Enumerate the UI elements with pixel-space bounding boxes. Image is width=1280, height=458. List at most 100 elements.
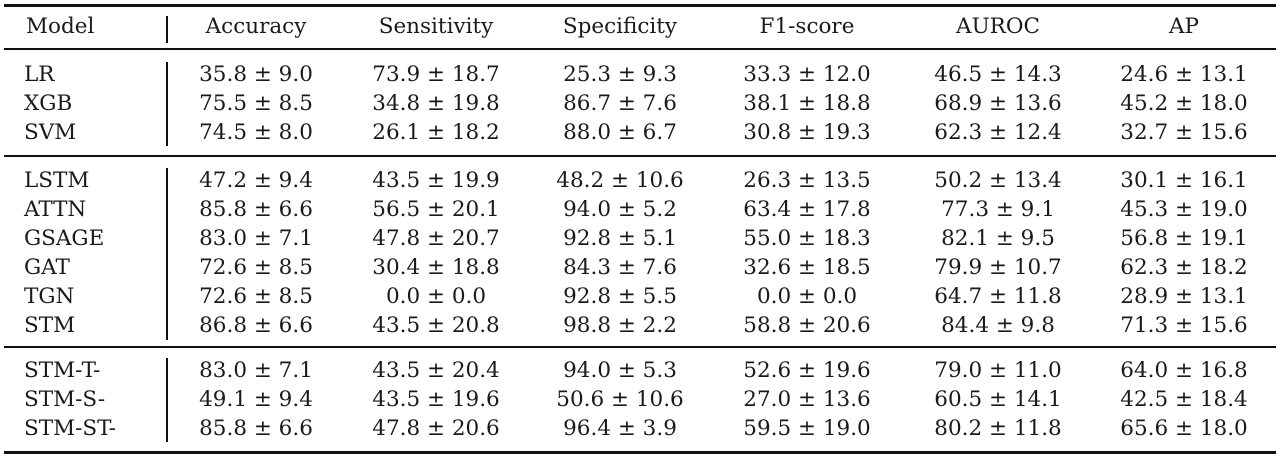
- metric-cell: 84.4 ± 9.8: [941, 313, 1055, 338]
- metric-cell: 56.8 ± 19.1: [1120, 226, 1248, 251]
- metric-cell: 45.2 ± 18.0: [1120, 91, 1248, 116]
- metric-cell: 55.0 ± 18.3: [743, 226, 871, 251]
- model-name-cell: ATTN: [24, 197, 87, 222]
- header-auroc: AUROC: [956, 14, 1040, 39]
- metric-cell: 62.3 ± 12.4: [934, 120, 1062, 145]
- metric-cell: 34.8 ± 19.8: [372, 91, 500, 116]
- metric-cell: 48.2 ± 10.6: [556, 168, 684, 193]
- metric-cell: 25.3 ± 9.3: [563, 62, 677, 87]
- metric-cell: 64.0 ± 16.8: [1120, 358, 1248, 383]
- model-name-cell: STM-T-: [24, 358, 101, 383]
- metric-cell: 64.7 ± 11.8: [934, 284, 1062, 309]
- metric-cell: 46.5 ± 14.3: [934, 62, 1062, 87]
- metric-cell: 71.3 ± 15.6: [1120, 313, 1248, 338]
- model-name-cell: STM: [24, 313, 76, 338]
- metric-cell: 65.6 ± 18.0: [1120, 416, 1248, 441]
- model-name-cell: SVM: [24, 120, 77, 145]
- metric-cell: 74.5 ± 8.0: [199, 120, 313, 145]
- metric-cell: 43.5 ± 19.6: [372, 387, 500, 412]
- metric-cell: 96.4 ± 3.9: [563, 416, 677, 441]
- metric-cell: 82.1 ± 9.5: [941, 226, 1055, 251]
- metric-cell: 73.9 ± 18.7: [372, 62, 500, 87]
- metric-cell: 63.4 ± 17.8: [743, 197, 871, 222]
- metric-cell: 72.6 ± 8.5: [199, 255, 313, 280]
- column-divider: [166, 16, 168, 43]
- metric-cell: 24.6 ± 13.1: [1120, 62, 1248, 87]
- metric-cell: 88.0 ± 6.7: [563, 120, 677, 145]
- metric-cell: 52.6 ± 19.6: [743, 358, 871, 383]
- metric-cell: 77.3 ± 9.1: [941, 197, 1055, 222]
- metric-cell: 72.6 ± 8.5: [199, 284, 313, 309]
- metric-cell: 43.5 ± 20.8: [372, 313, 500, 338]
- metric-cell: 94.0 ± 5.3: [563, 358, 677, 383]
- results-table: Model Accuracy Sensitivity Specificity F1-sc…: [4, 0, 1276, 458]
- metric-cell: 0.0 ± 0.0: [756, 284, 858, 309]
- metric-cell: 56.5 ± 20.1: [372, 197, 500, 222]
- bottom-rule: [4, 451, 1276, 454]
- header-sensitivity: Sensitivity: [378, 14, 494, 39]
- header-model: Model: [26, 14, 95, 39]
- model-name-cell: STM-ST-: [24, 416, 116, 441]
- metric-cell: 30.8 ± 19.3: [743, 120, 871, 145]
- metric-cell: 50.6 ± 10.6: [556, 387, 684, 412]
- metric-cell: 68.9 ± 13.6: [934, 91, 1062, 116]
- metric-cell: 35.8 ± 9.0: [199, 62, 313, 87]
- metric-cell: 45.3 ± 19.0: [1120, 197, 1248, 222]
- metric-cell: 43.5 ± 19.9: [372, 168, 500, 193]
- column-divider: [166, 62, 168, 146]
- header-accuracy: Accuracy: [205, 14, 307, 39]
- metric-cell: 30.4 ± 18.8: [372, 255, 500, 280]
- metric-cell: 86.7 ± 7.6: [563, 91, 677, 116]
- metric-cell: 43.5 ± 20.4: [372, 358, 500, 383]
- header-rule: [4, 48, 1276, 50]
- metric-cell: 47.8 ± 20.7: [372, 226, 500, 251]
- metric-cell: 84.3 ± 7.6: [563, 255, 677, 280]
- model-name-cell: GAT: [24, 255, 70, 280]
- metric-cell: 62.3 ± 18.2: [1120, 255, 1248, 280]
- group-separator-rule: [4, 155, 1276, 157]
- metric-cell: 28.9 ± 13.1: [1120, 284, 1248, 309]
- metric-cell: 79.0 ± 11.0: [934, 358, 1062, 383]
- metric-cell: 60.5 ± 14.1: [934, 387, 1062, 412]
- metric-cell: 47.2 ± 9.4: [199, 168, 313, 193]
- model-name-cell: GSAGE: [24, 226, 105, 251]
- metric-cell: 38.1 ± 18.8: [743, 91, 871, 116]
- group-separator-rule: [4, 346, 1276, 348]
- metric-cell: 32.7 ± 15.6: [1120, 120, 1248, 145]
- header-ap: AP: [1169, 14, 1199, 39]
- model-name-cell: TGN: [24, 284, 75, 309]
- metric-cell: 30.1 ± 16.1: [1120, 168, 1248, 193]
- metric-cell: 80.2 ± 11.8: [934, 416, 1062, 441]
- metric-cell: 27.0 ± 13.6: [743, 387, 871, 412]
- model-name-cell: LR: [24, 62, 55, 87]
- metric-cell: 26.1 ± 18.2: [372, 120, 500, 145]
- metric-cell: 94.0 ± 5.2: [563, 197, 677, 222]
- metric-cell: 58.8 ± 20.6: [743, 313, 871, 338]
- model-name-cell: STM-S-: [24, 387, 106, 412]
- metric-cell: 59.5 ± 19.0: [743, 416, 871, 441]
- metric-cell: 85.8 ± 6.6: [199, 197, 313, 222]
- column-divider: [166, 168, 168, 340]
- top-rule: [4, 4, 1276, 7]
- metric-cell: 0.0 ± 0.0: [385, 284, 487, 309]
- metric-cell: 98.8 ± 2.2: [563, 313, 677, 338]
- metric-cell: 33.3 ± 12.0: [743, 62, 871, 87]
- metric-cell: 26.3 ± 13.5: [743, 168, 871, 193]
- model-name-cell: XGB: [24, 91, 73, 116]
- model-name-cell: LSTM: [24, 168, 90, 193]
- metric-cell: 50.2 ± 13.4: [934, 168, 1062, 193]
- column-divider: [166, 358, 168, 442]
- metric-cell: 42.5 ± 18.4: [1120, 387, 1248, 412]
- metric-cell: 47.8 ± 20.6: [372, 416, 500, 441]
- header-specificity: Specificity: [562, 14, 678, 39]
- metric-cell: 75.5 ± 8.5: [199, 91, 313, 116]
- metric-cell: 49.1 ± 9.4: [199, 387, 313, 412]
- metric-cell: 92.8 ± 5.1: [563, 226, 677, 251]
- header-f1-score: F1-score: [759, 14, 855, 39]
- metric-cell: 83.0 ± 7.1: [199, 358, 313, 383]
- metric-cell: 86.8 ± 6.6: [199, 313, 313, 338]
- metric-cell: 79.9 ± 10.7: [934, 255, 1062, 280]
- metric-cell: 92.8 ± 5.5: [563, 284, 677, 309]
- metric-cell: 85.8 ± 6.6: [199, 416, 313, 441]
- metric-cell: 32.6 ± 18.5: [743, 255, 871, 280]
